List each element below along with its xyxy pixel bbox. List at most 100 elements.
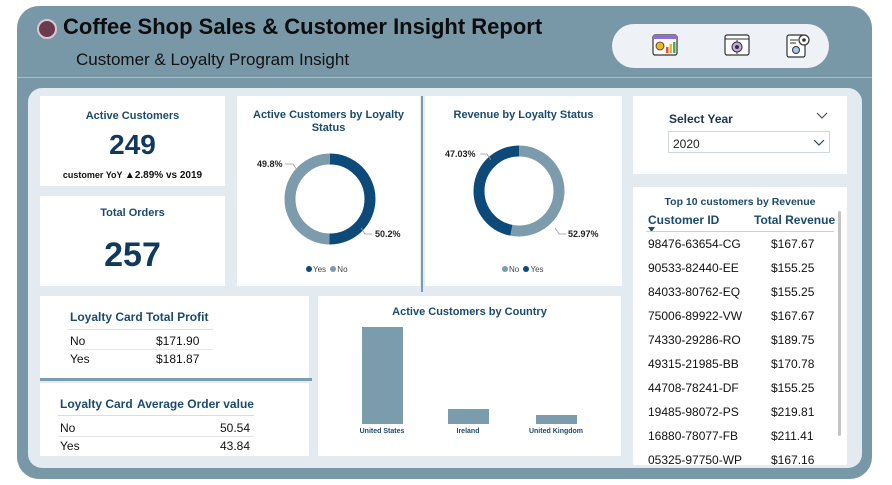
header-divider [17,77,872,78]
chevron-down-icon[interactable] [816,110,828,120]
customer-id-cell: 19485-98072-PS [648,405,739,419]
country-bar-chart: Active Customers by Country United State… [318,296,621,456]
table-cell: $181.87 [156,352,200,366]
country-bar[interactable] [535,415,577,424]
loyalty-revenue-chart: Revenue by Loyalty Status 47.03% 52.97% … [425,96,622,286]
report-subtitle: Customer & Loyalty Program Insight [76,50,350,69]
yoy-label: customer YoY [62,170,123,180]
table-divider [646,231,834,232]
table-cell: No [60,421,76,435]
label-leader-line [480,153,492,161]
revenue-cell: $189.75 [771,333,815,347]
donut-slice-no[interactable] [473,145,565,237]
active-customers-value: 249 [109,129,156,160]
country-bar-label: United Kingdom [528,428,584,435]
loyalty-customers-title: Active Customers by Loyalty Status [237,109,420,135]
legend-swatch [330,266,337,272]
aov-table: Loyalty Card Average Order value No 50.5… [40,383,309,456]
label-leader-line [285,163,298,171]
donut1-pct-left: 49.8% [257,159,283,169]
top-customers-title: Top 10 customers by Revenue [664,196,816,208]
country-bars: United States Ireland United Kingdom [318,296,621,456]
yoy-value: ▲2.89% vs 2019 [124,170,203,181]
section-divider [40,378,312,381]
legend-swatch [306,266,312,272]
total-orders-title: Total Orders [100,207,165,219]
total-orders-value: 257 [104,236,161,274]
revenue-cell: $167.67 [771,237,815,251]
country-chart-title: Active Customers by Country [392,306,547,318]
donut2-pct-left: 47.03% [445,149,476,159]
revenue-cell: $167.67 [771,309,815,323]
customer-id-cell: 16880-78077-FB [648,429,739,443]
table-cell: 43.84 [220,439,251,453]
customer-id-cell: 84033-80762-EQ [648,285,741,299]
table-cell: Yes [60,439,80,453]
table-divider [68,349,213,350]
customer-id-cell: 98476-63654-CG [648,237,741,251]
sort-desc-icon [648,227,655,232]
donut1-pct-right: 50.2% [375,229,401,239]
legend-label: Yes [313,265,327,274]
aov-header-value: Average Order value [137,397,254,411]
label-leader-line [360,227,372,235]
top-customers-table: Top 10 customers by Revenue Customer ID … [633,187,847,467]
legend-swatch [502,266,508,272]
revenue-cell: $155.25 [771,381,815,395]
table-cell: $171.90 [156,334,200,348]
customer-id-cell: 44708-78241-DF [648,381,739,395]
nav-icon-bar [612,24,829,68]
top-header-customer-id[interactable]: Customer ID [648,213,720,227]
section-divider [421,96,423,292]
aov-header-loyalty: Loyalty Card [60,397,133,411]
table-cell: No [70,334,86,348]
table-scrollbar[interactable] [838,211,841,436]
active-customers-card: Active Customers 249 customer YoY ▲2.89%… [40,96,225,186]
legend-swatch [523,266,530,272]
loyalty-customers-chart: Active Customers by Loyalty Status 49.8%… [237,96,420,286]
country-bar-label: Ireland [456,428,480,435]
yoy-line: customer YoY ▲2.89% vs 2019 [40,170,225,181]
revenue-cell: $155.25 [771,261,815,275]
customer-id-cell: 90533-82440-EE [648,261,739,275]
loyalty-revenue-donut [473,145,566,237]
country-bar[interactable] [361,326,403,424]
revenue-cell: $167.16 [771,453,815,467]
revenue-cell: $170.78 [771,357,815,371]
revenue-cell: $155.25 [771,285,815,299]
coffee-cup-icon [37,19,57,39]
loyalty-revenue-title: Revenue by Loyalty Status [453,109,594,121]
year-slicer: Select Year 2020 [633,96,847,174]
total-orders-card: Total Orders 257 [40,196,225,286]
customer-insight-icon[interactable] [722,31,752,61]
customer-id-cell: 75006-89922-VW [648,309,743,323]
customer-id-cell: 49315-21985-BB [648,357,739,371]
customer-id-cell: 05325-97750-WP [648,453,743,467]
loyalty-customers-title-line1: Active Customers by Loyalty [253,109,404,121]
donut-slice-no[interactable] [284,153,376,245]
label-leader-line [554,227,566,235]
table-cell: 50.54 [220,421,251,435]
report-settings-icon[interactable] [782,31,812,61]
country-bar-label: United States [359,428,405,435]
chevron-down-icon [813,137,825,147]
year-dropdown[interactable]: 2020 [668,131,830,153]
report-title: Coffee Shop Sales & Customer Insight Rep… [63,14,543,39]
loyalty-customers-donut [284,153,376,245]
loyalty-profit-table: Loyalty Card Total Profit No $171.90 Yes… [40,296,309,380]
table-divider [58,415,254,416]
table-divider [58,436,254,437]
year-dropdown-value: 2020 [673,137,700,151]
year-slicer-label: Select Year [669,112,733,126]
sales-dashboard-icon[interactable] [650,31,680,61]
customer-id-cell: 74330-29286-RO [648,333,741,347]
loyalty-customers-title-line2: Status [311,122,346,134]
table-divider [68,329,213,330]
table-cell: Yes [70,352,90,366]
top-header-total-revenue[interactable]: Total Revenue [754,213,836,227]
legend-label: No [509,265,520,274]
donut2-legend: No Yes [502,265,544,274]
country-bar[interactable] [447,409,489,424]
revenue-cell: $211.41 [771,429,814,443]
profit-header-loyalty: Loyalty Card [70,310,143,324]
